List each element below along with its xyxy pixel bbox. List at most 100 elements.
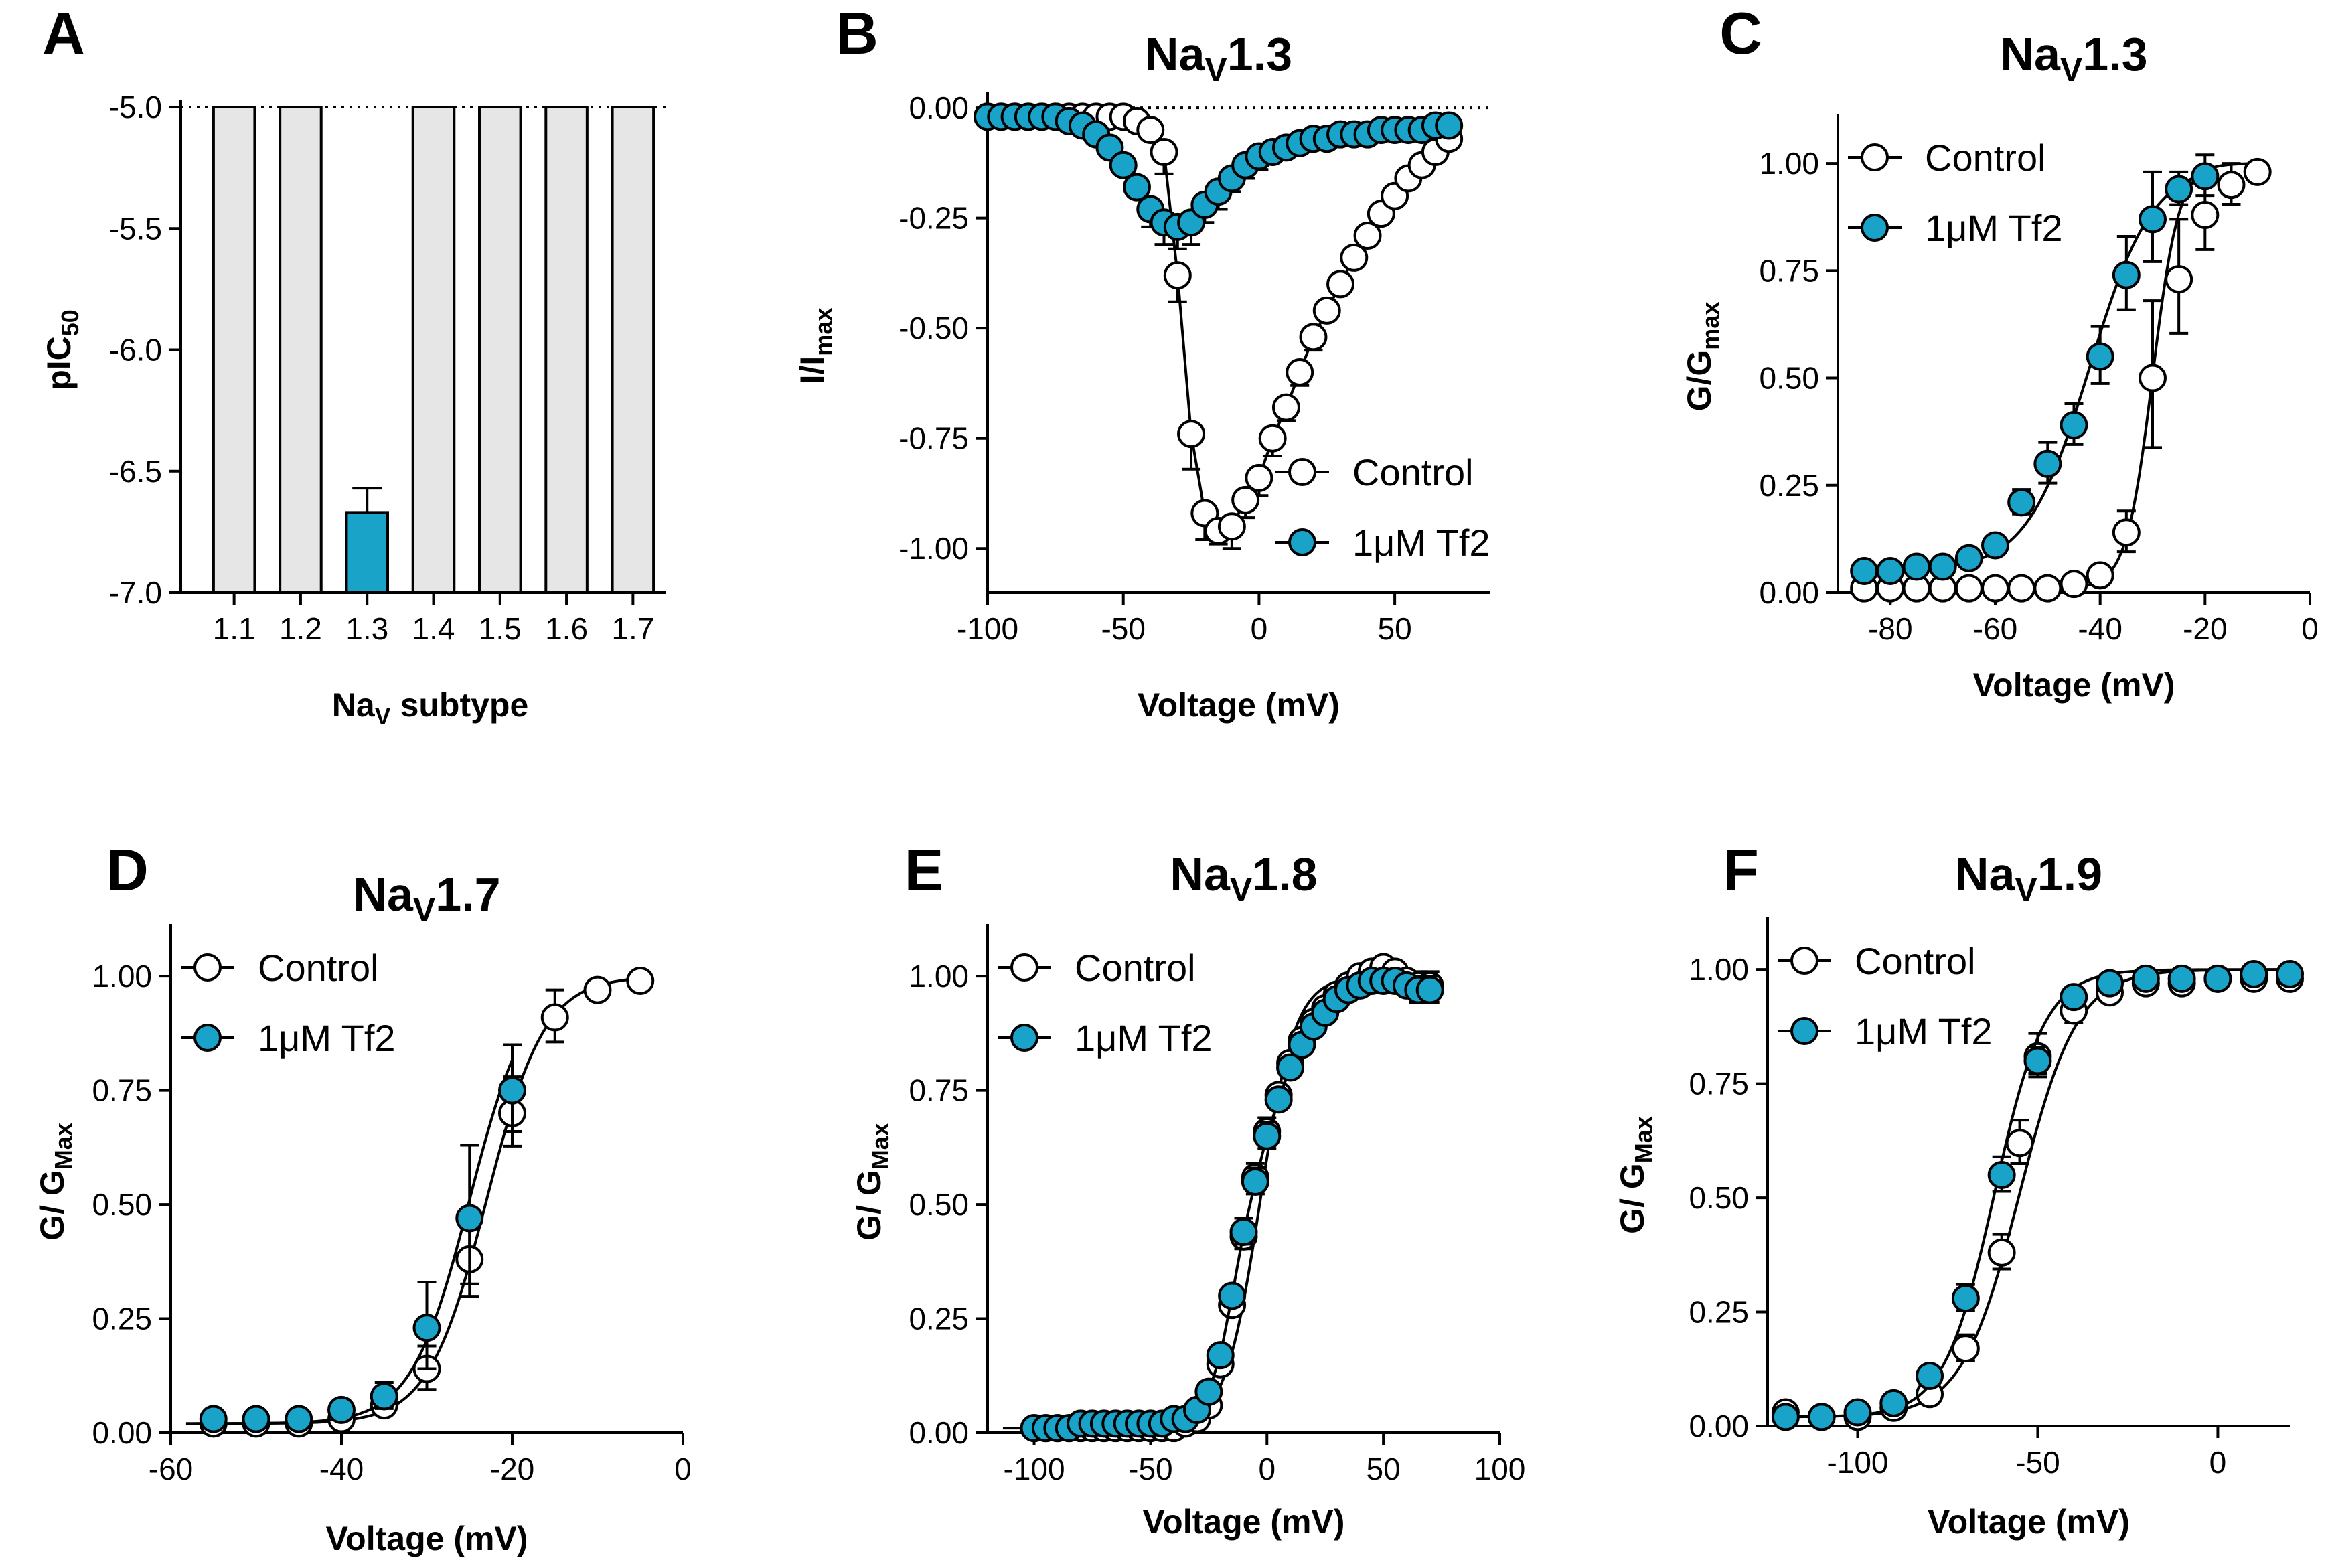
legend-marker-tf2 bbox=[1010, 1024, 1038, 1052]
legend-marker-tf2 bbox=[193, 1024, 222, 1052]
y-tick-label: -6.0 bbox=[109, 333, 162, 368]
data-point-tf2 bbox=[1241, 1168, 1269, 1196]
legend-label-control: Control bbox=[258, 947, 379, 989]
data-point-control bbox=[2139, 364, 2167, 392]
bar bbox=[279, 106, 323, 594]
data-point-tf2 bbox=[2060, 411, 2088, 440]
data-point-tf2 bbox=[2060, 983, 2088, 1012]
x-tick-label: 50 bbox=[1367, 1452, 1401, 1486]
x-tick-label: 1.3 bbox=[345, 611, 388, 646]
x-tick-label: 50 bbox=[1378, 611, 1412, 646]
data-point-tf2 bbox=[370, 1382, 398, 1411]
y-axis-title: G/ GMax bbox=[1614, 1116, 1657, 1234]
data-point-control bbox=[1177, 420, 1206, 449]
data-point-tf2 bbox=[199, 1405, 228, 1433]
x-tick-label: 1.5 bbox=[479, 611, 522, 646]
data-point-tf2 bbox=[1902, 552, 1931, 581]
y-tick-label: 0.50 bbox=[1689, 1180, 1749, 1215]
x-tick-label: -100 bbox=[1827, 1445, 1888, 1480]
y-axis-title: pIC50 bbox=[40, 309, 84, 390]
panel-letter-f: F bbox=[1723, 837, 1759, 903]
data-point-control bbox=[626, 967, 655, 995]
x-tick-label: 1.2 bbox=[279, 611, 322, 646]
panel-letter-d: D bbox=[106, 837, 149, 903]
data-point-control bbox=[1299, 323, 1328, 351]
data-point-control bbox=[2060, 570, 2088, 599]
y-tick-label: 0.00 bbox=[1759, 575, 1819, 610]
data-point-tf2 bbox=[1435, 111, 1464, 140]
y-tick-label: 1.00 bbox=[909, 959, 969, 994]
x-axis-title: Voltage (mV) bbox=[1973, 666, 2175, 704]
legend-label-tf2: 1μM Tf2 bbox=[258, 1017, 396, 1059]
y-tick-label: -5.5 bbox=[109, 211, 162, 246]
x-tick-label: 1.7 bbox=[611, 611, 654, 646]
chart-title: NaV1.7 bbox=[353, 868, 500, 929]
y-tick-label: -0.25 bbox=[899, 201, 969, 236]
data-point-control bbox=[1987, 1238, 2016, 1267]
bar bbox=[212, 106, 256, 594]
data-point-control bbox=[1136, 116, 1165, 145]
data-point-tf2 bbox=[1843, 1398, 1872, 1427]
data-point-control bbox=[540, 1003, 569, 1032]
data-point-tf2 bbox=[2165, 175, 2193, 204]
x-tick-label: 0 bbox=[1251, 611, 1268, 646]
bar bbox=[478, 106, 522, 594]
x-tick-label: -100 bbox=[957, 611, 1018, 646]
x-tick-label: -60 bbox=[1973, 611, 2017, 646]
x-tick-label: 1.4 bbox=[412, 611, 455, 646]
y-tick-label: -0.75 bbox=[899, 421, 969, 456]
y-tick-label: 0.25 bbox=[1689, 1295, 1749, 1330]
legend-label-tf2: 1μM Tf2 bbox=[1855, 1010, 1993, 1052]
data-point-control bbox=[1150, 137, 1178, 166]
panel-a: A 1.1 1.2 1.3 1.4 1.5 1.6 1.7 -5.0 -5.5 -6.0 -6.5 -7… bbox=[40, 0, 666, 730]
y-tick-label: -7.0 bbox=[109, 575, 162, 610]
data-point-tf2 bbox=[1987, 1161, 2016, 1189]
data-point-tf2 bbox=[1928, 552, 1957, 581]
x-tick-label: 0 bbox=[1258, 1452, 1275, 1486]
data-point-tf2 bbox=[1109, 151, 1138, 179]
x-tick-label: 1.1 bbox=[213, 611, 256, 646]
data-point-control bbox=[1981, 574, 2009, 603]
data-point-tf2 bbox=[1206, 1341, 1235, 1370]
x-axis-title: Voltage (mV) bbox=[1928, 1503, 2130, 1541]
data-point-tf2 bbox=[2086, 342, 2114, 371]
x-tick-label: -60 bbox=[149, 1452, 193, 1486]
y-tick-label: 0.25 bbox=[92, 1302, 152, 1336]
y-tick-label: 0.00 bbox=[1689, 1409, 1749, 1443]
data-point-tf2 bbox=[2112, 260, 2141, 289]
data-point-tf2 bbox=[2096, 969, 2124, 998]
data-point-control bbox=[1951, 1334, 1980, 1363]
data-point-tf2 bbox=[1951, 1284, 1980, 1313]
x-tick-label: 1.6 bbox=[545, 611, 588, 646]
legend-marker-control bbox=[1010, 953, 1038, 982]
data-point-tf2 bbox=[1807, 1403, 1836, 1431]
x-tick-label: -80 bbox=[1868, 611, 1912, 646]
data-point-tf2 bbox=[1194, 1377, 1223, 1406]
legend-marker-tf2 bbox=[1861, 214, 1889, 242]
data-point-control bbox=[2005, 1129, 2034, 1158]
data-point-tf2 bbox=[412, 1314, 441, 1342]
x-tick-label: -50 bbox=[1101, 611, 1145, 646]
bar bbox=[544, 106, 589, 594]
x-tick-label: -40 bbox=[2078, 611, 2122, 646]
panel-letter-b: B bbox=[836, 0, 878, 66]
data-point-tf2 bbox=[1218, 1281, 1247, 1310]
chart-title: NaV1.3 bbox=[2000, 28, 2147, 88]
data-point-tf2 bbox=[1981, 531, 2009, 560]
panel-c: C NaV1.3 0.00 0.25 0.50 0.75 1.00 -80 -60 -40 -20 0… bbox=[1681, 0, 2319, 704]
data-point-tf2 bbox=[2023, 1046, 2052, 1075]
y-axis-title: G/ GMax bbox=[33, 1123, 77, 1241]
data-point-control bbox=[1312, 296, 1341, 325]
data-point-tf2 bbox=[1850, 556, 1879, 585]
chart-title: NaV1.9 bbox=[1955, 848, 2102, 909]
data-point-control bbox=[583, 975, 612, 1004]
y-tick-label: 0.50 bbox=[909, 1187, 969, 1222]
data-point-control bbox=[2007, 574, 2036, 603]
y-tick-label: 0.00 bbox=[909, 90, 969, 125]
data-point-tf2 bbox=[2240, 960, 2268, 988]
data-point-control bbox=[1954, 574, 1983, 603]
panel-letter-e: E bbox=[905, 837, 944, 903]
legend-marker-control bbox=[1861, 143, 1889, 171]
y-axis-title: G/ GMax bbox=[850, 1123, 894, 1241]
